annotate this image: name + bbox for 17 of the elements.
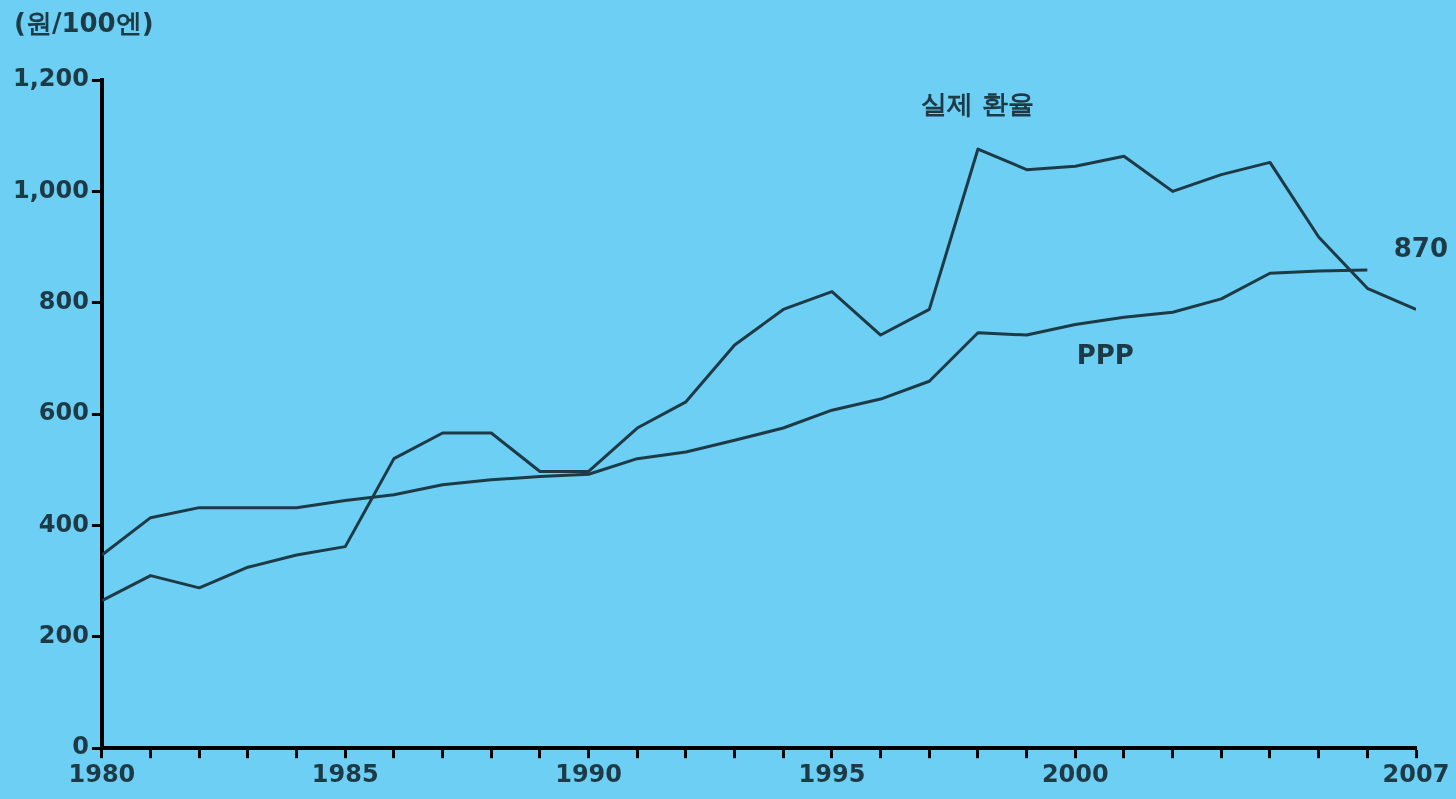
y-axis-title: (원/100엔) [14,7,154,38]
y-tick-label: 1,000 [12,175,89,204]
y-tick-label: 400 [38,509,89,538]
annotation: 870 [1393,232,1448,263]
y-tick-label: 0 [72,732,89,761]
y-tick-label: 800 [38,286,89,315]
series-label: 실제 환율 [921,88,1035,119]
x-tick-label: 2007 [1382,759,1450,788]
y-tick-label: 1,200 [12,64,89,93]
x-tick-label: 1990 [555,759,623,788]
x-tick-label: 1995 [798,759,866,788]
y-tick-label: 600 [38,398,89,427]
y-tick-label: 200 [38,621,89,650]
series-label: PPP [1076,340,1134,371]
x-tick-label: 1985 [311,759,379,788]
x-tick-label: 1980 [68,759,136,788]
x-tick-label: 2000 [1041,759,1109,788]
